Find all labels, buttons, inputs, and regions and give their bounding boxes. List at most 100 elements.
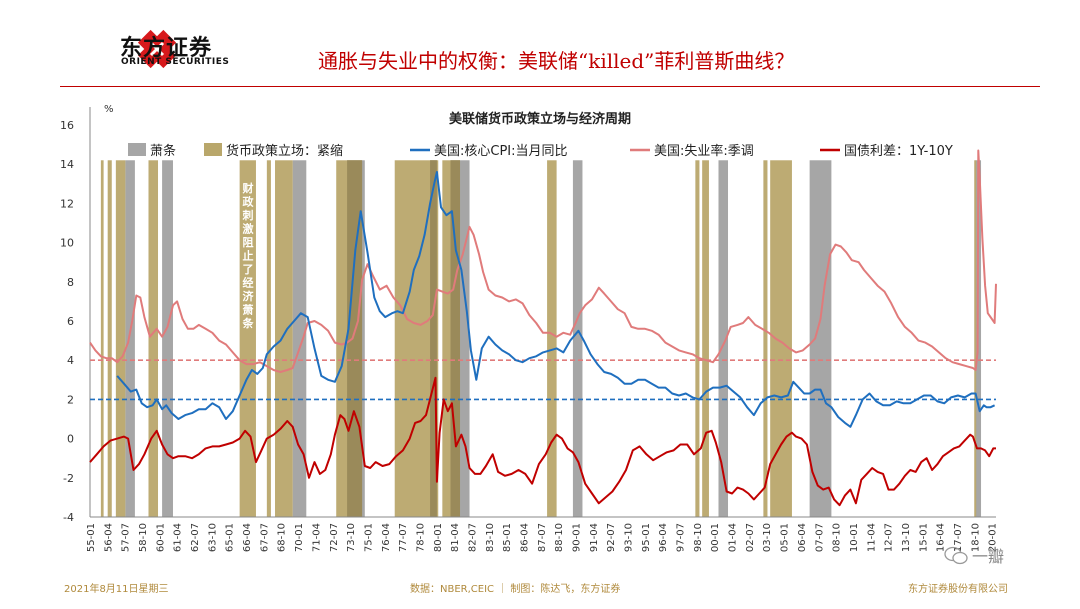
tightening-band-6 — [275, 160, 293, 517]
series-line-0 — [116, 171, 996, 428]
x-tick-label: 15-01 — [918, 523, 929, 552]
tightening-band-12 — [702, 160, 709, 517]
legend-label-4: 国债利差：1Y-10Y — [844, 144, 953, 159]
tick-labels: -4 -2 0 2 4 6 8 10 12 14 16 55-01 56-04 57-07 58-10 60-… — [60, 119, 999, 552]
legend-swatch-0 — [128, 143, 146, 156]
x-tick-label: 55-01 — [86, 523, 97, 552]
x-tick-label: 67-07 — [259, 523, 270, 552]
x-tick-label: 92-07 — [606, 523, 617, 552]
x-tick-label: 20-01 — [988, 523, 999, 552]
x-tick-label: 88-10 — [554, 523, 565, 552]
x-tick-label: 61-04 — [173, 523, 184, 552]
y-tick-label: 8 — [67, 276, 74, 289]
recession-band-1 — [162, 160, 173, 517]
x-tick-label: 17-07 — [953, 523, 964, 552]
annotation-char: 刺 — [242, 208, 254, 222]
tightening-band-11 — [695, 160, 700, 517]
x-tick-label: 16-04 — [936, 523, 947, 552]
annotation-char: 止 — [243, 249, 254, 263]
chart-title: 美联储货币政策立场与经济周期 — [449, 111, 631, 127]
x-tick-label: 02-07 — [745, 523, 756, 552]
x-tick-label: 70-01 — [294, 523, 305, 552]
y-tick-label: 4 — [67, 354, 74, 367]
x-tick-label: 80-01 — [433, 523, 444, 552]
x-tick-label: 83-10 — [485, 523, 496, 552]
legend-label-0: 萧条 — [150, 143, 176, 159]
axes — [89, 107, 996, 518]
x-tick-label: 76-04 — [381, 523, 392, 552]
x-tick-label: 06-04 — [797, 523, 808, 552]
tightening-band-15 — [974, 160, 977, 517]
x-tick-label: 08-10 — [832, 523, 843, 552]
legend-swatch-1 — [204, 143, 222, 156]
annotation-char: 经 — [243, 276, 254, 290]
x-tick-label: 11-04 — [866, 523, 877, 552]
y-tick-label: 14 — [60, 158, 74, 171]
x-tick-label: 87-07 — [537, 523, 548, 552]
x-tick-label: 60-01 — [155, 523, 166, 552]
x-tick-label: 91-04 — [589, 523, 600, 552]
shaded-bands — [100, 160, 982, 517]
x-tick-label: 10-01 — [849, 523, 860, 552]
x-tick-label: 58-10 — [138, 523, 149, 552]
x-tick-label: 13-10 — [901, 523, 912, 552]
tightening-band-5 — [266, 160, 271, 517]
x-tick-label: 95-01 — [641, 523, 652, 552]
footer-source: 数据：NBER,CEIC ｜ 制图：陈达飞，东方证券 — [410, 584, 621, 595]
brand-name-en: ORIENT SECURITIES — [121, 57, 230, 67]
y-tick-label: 0 — [67, 433, 74, 446]
legend: 萧条 货币政策立场：紧缩 美国:核心CPI:当月同比 美国:失业率:季调 国债利差：1Y… — [128, 143, 953, 159]
series-line-1 — [89, 149, 997, 373]
x-tick-label: 71-04 — [311, 523, 322, 552]
y-tick-label: 12 — [60, 197, 74, 210]
watermark: 一瓣 — [972, 543, 1004, 567]
recession-band-7 — [718, 160, 729, 517]
annotation-char: 财 — [242, 181, 254, 195]
recession-band-8 — [809, 160, 832, 517]
watermark-text: 一瓣 — [972, 547, 1005, 566]
annotation-char: 萧 — [243, 303, 254, 317]
footer-date: 2021年8月11日星期三 — [64, 584, 169, 595]
annotation-char: 政 — [243, 195, 255, 209]
title-divider — [60, 86, 1040, 87]
tightening-band-4 — [239, 160, 256, 517]
x-tick-label: 81-04 — [450, 523, 461, 552]
x-tick-label: 01-04 — [728, 523, 739, 552]
y-tick-label: 2 — [67, 393, 74, 406]
x-tick-label: 68-10 — [277, 523, 288, 552]
reference-lines — [90, 359, 996, 401]
y-tick-label: 6 — [67, 315, 74, 328]
annotation-char: 激 — [243, 222, 254, 236]
x-tick-label: 00-01 — [710, 523, 721, 552]
x-tick-label: 96-04 — [658, 523, 669, 552]
x-tick-label: 98-10 — [693, 523, 704, 552]
x-tick-label: 85-01 — [502, 523, 513, 552]
x-tick-label: 12-07 — [884, 523, 895, 552]
x-tick-label: 86-04 — [519, 523, 530, 552]
recession-band-6 — [572, 160, 583, 517]
tightening-band-13 — [763, 160, 768, 517]
x-tick-label: 93-10 — [624, 523, 635, 552]
x-tick-label: 77-07 — [398, 523, 409, 552]
x-tick-label: 18-10 — [970, 523, 981, 552]
y-tick-label: 10 — [60, 237, 74, 250]
y-tick-label: -2 — [63, 472, 74, 485]
legend-label-3: 美国:失业率:季调 — [654, 143, 754, 159]
overlap-band-5-9 — [450, 160, 461, 517]
x-tick-label: 82-07 — [467, 523, 478, 552]
x-tick-label: 66-04 — [242, 523, 253, 552]
footer-company: 东方证券股份有限公司 — [908, 584, 1008, 595]
legend-label-1: 货币政策立场：紧缩 — [226, 143, 343, 159]
annotation-char: 阻 — [243, 235, 254, 249]
x-tick-label: 90-01 — [572, 523, 583, 552]
annotation-char: 济 — [243, 289, 255, 303]
x-tick-label: 63-10 — [207, 523, 218, 552]
series-lines — [89, 149, 997, 507]
x-tick-label: 75-01 — [363, 523, 374, 552]
y-tick-label: -4 — [63, 511, 74, 524]
y-axis-unit: % — [104, 104, 114, 115]
y-tick-label: 16 — [60, 119, 74, 132]
x-tick-label: 73-10 — [346, 523, 357, 552]
